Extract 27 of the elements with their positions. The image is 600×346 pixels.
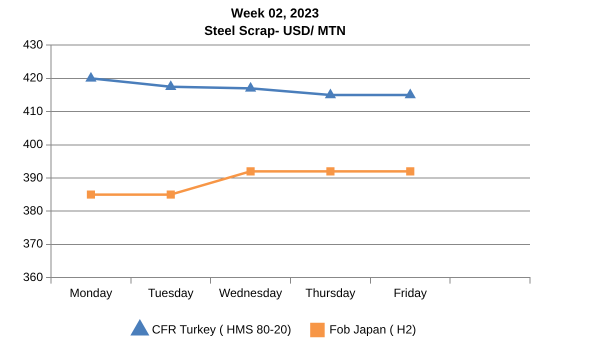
point [166,190,175,199]
y-tick-label: 410 [22,104,44,118]
x-tick-label: Wednesday [219,286,282,300]
x-tick-label: Friday [394,286,427,300]
point [166,81,176,90]
chart-subtitle: Steel Scrap- USD/ MTN [204,22,346,38]
legend-label: Fob Japan ( H2) [329,322,416,336]
y-tick-label: 400 [22,137,44,152]
point [326,167,335,176]
x-tick-label: Tuesday [148,286,194,300]
point [86,190,96,199]
y-tick-label: 360 [22,270,44,284]
y-tick-label: 430 [22,38,44,52]
x-tick-label: Monday [70,286,112,300]
point [326,90,336,98]
y-tick-label: 380 [22,204,44,218]
point [246,167,255,176]
y-tick-label: 420 [22,70,44,85]
y-tick-label: 390 [22,170,44,184]
legend-label: CFR Turkey ( HMS 80-20) [152,322,292,336]
y-tick-label: 370 [22,236,44,251]
point [406,167,414,176]
chart-title: Week 02, 2023 [231,5,319,20]
point [406,90,415,98]
x-tick-label: Thursday [305,286,356,300]
point [246,83,256,92]
point [86,73,96,82]
